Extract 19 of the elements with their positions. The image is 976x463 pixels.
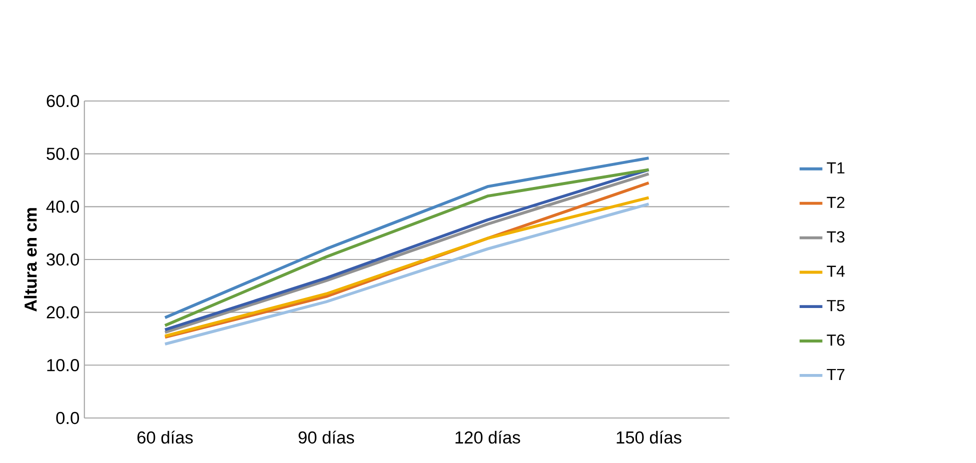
y-tick-label: 0.0 <box>56 412 80 424</box>
y-tick-label: 30.0 <box>46 253 79 266</box>
y-tick-label: 50.0 <box>46 148 79 160</box>
y-tick-label: 20.0 <box>46 306 79 318</box>
x-tick-label: 90 días <box>298 430 354 444</box>
y-tick-label: 10.0 <box>47 359 79 372</box>
y-tick-label: 60.0 <box>46 94 79 108</box>
x-tick-label: 120 días <box>456 430 520 444</box>
x-tick-label: 60 días <box>137 430 193 444</box>
y-tick-label: 40.0 <box>46 200 79 213</box>
x-tick-label: 150 días <box>616 430 682 444</box>
legend-label: T3 <box>826 231 844 243</box>
legend-label: T4 <box>826 266 845 277</box>
legend-label: T7 <box>826 368 844 380</box>
legend-label: T1 <box>826 162 844 174</box>
legend-label: T2 <box>826 196 844 208</box>
y-axis-title: Altura en cm <box>24 208 37 312</box>
legend-label: T6 <box>826 334 844 346</box>
legend-label: T5 <box>826 300 844 312</box>
